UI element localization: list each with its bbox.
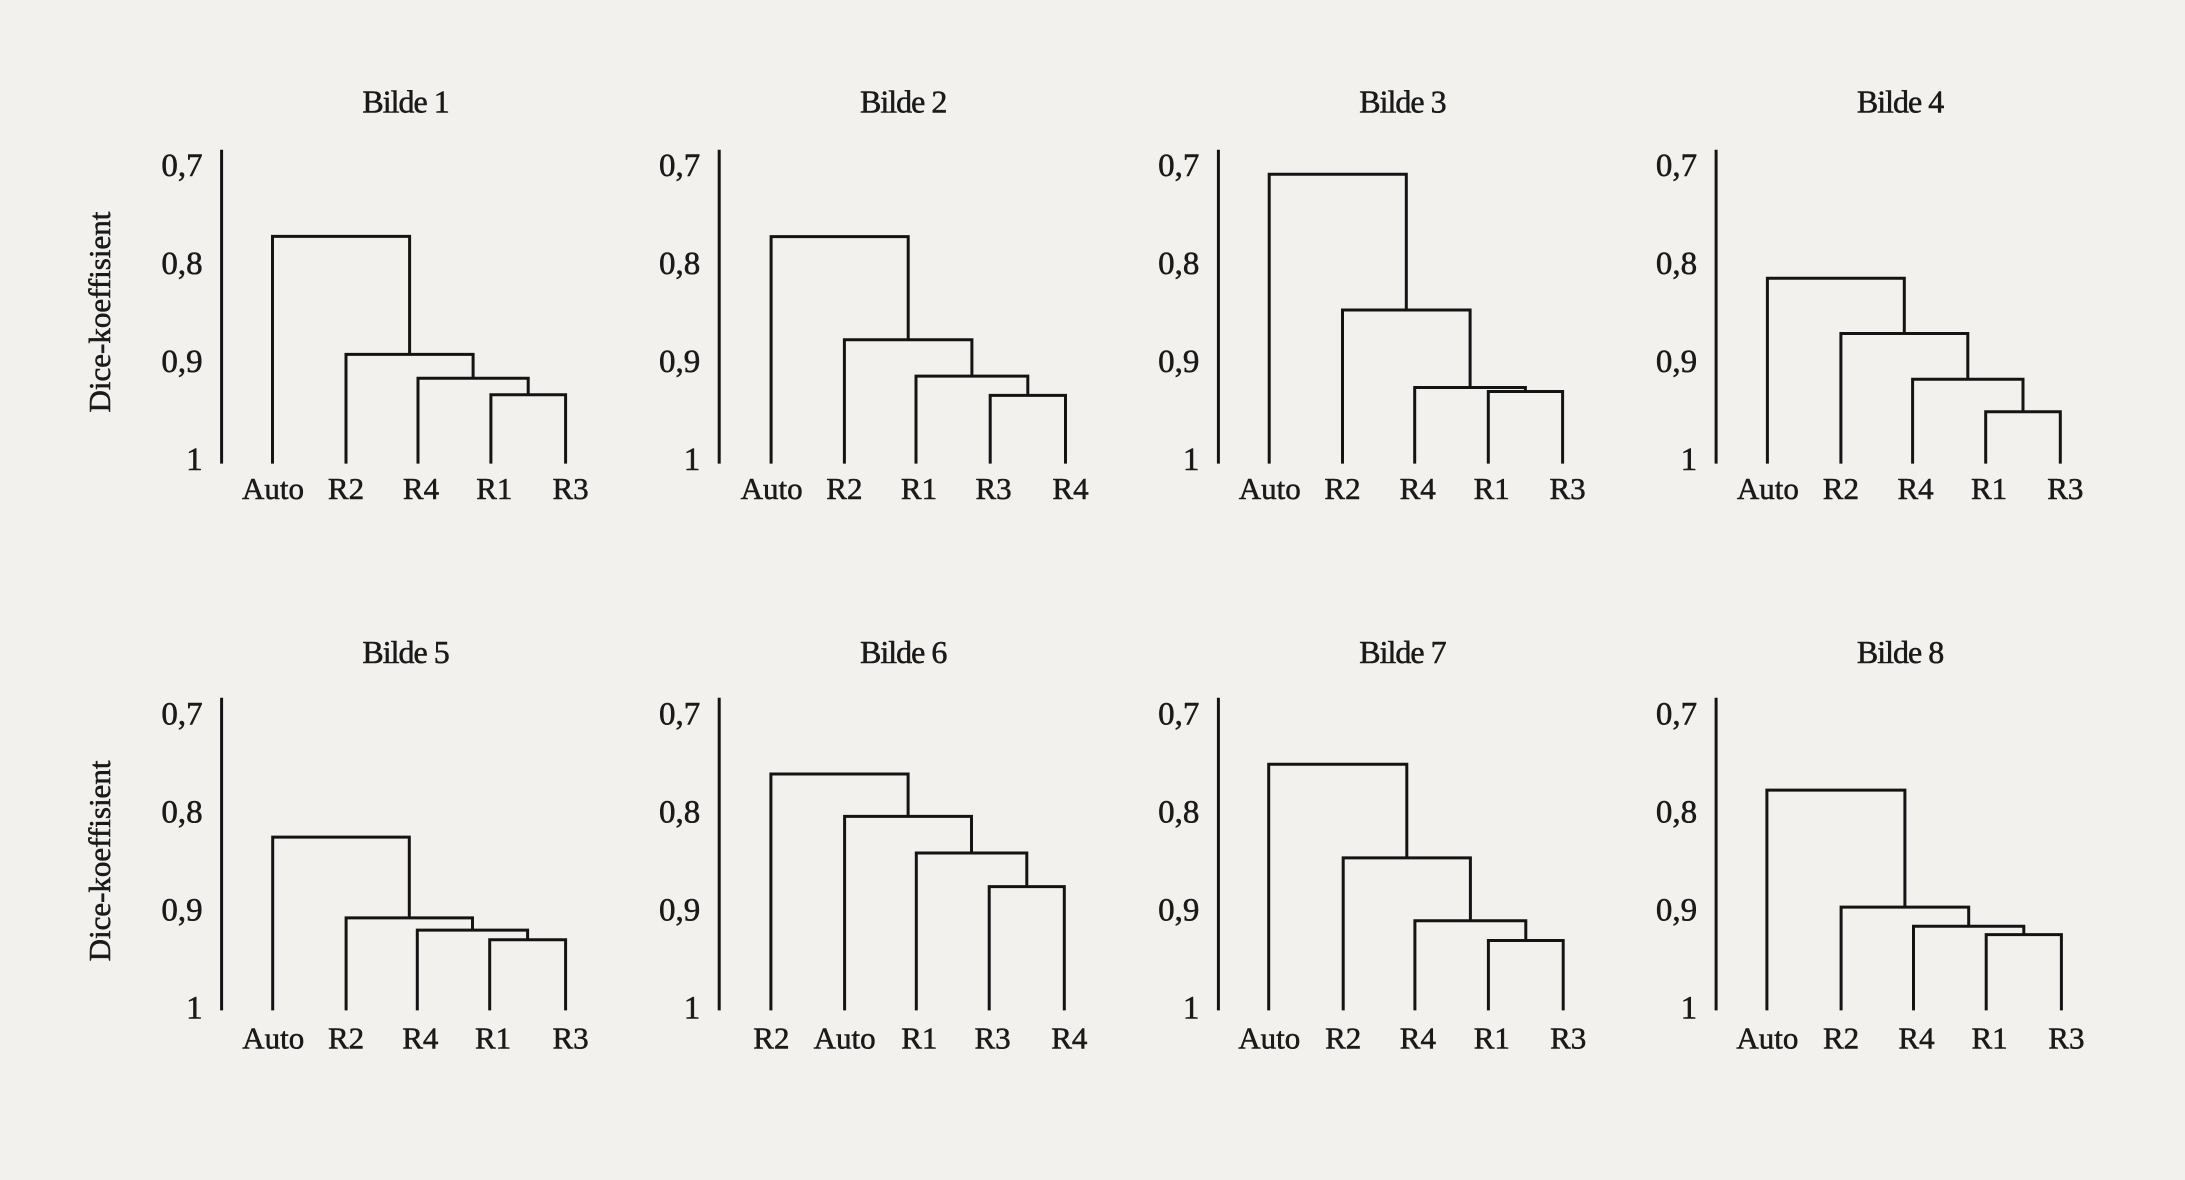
svg-text:0,7: 0,7 bbox=[1158, 148, 1199, 184]
svg-text:R3: R3 bbox=[1550, 471, 1586, 506]
svg-text:1: 1 bbox=[1681, 991, 1698, 1027]
svg-text:0,9: 0,9 bbox=[1158, 893, 1199, 929]
svg-text:Auto: Auto bbox=[814, 1021, 876, 1056]
svg-text:Auto: Auto bbox=[1238, 1021, 1300, 1056]
svg-text:R2: R2 bbox=[1823, 1021, 1859, 1056]
svg-text:0,8: 0,8 bbox=[1158, 795, 1199, 831]
svg-text:0,7: 0,7 bbox=[1158, 696, 1199, 732]
svg-text:1: 1 bbox=[186, 442, 203, 478]
svg-text:0,9: 0,9 bbox=[161, 893, 202, 929]
svg-text:0,7: 0,7 bbox=[1656, 148, 1697, 184]
svg-text:R1: R1 bbox=[901, 1021, 937, 1056]
svg-text:Dice-koeffisient: Dice-koeffisient bbox=[82, 211, 117, 412]
svg-text:Bilde 4: Bilde 4 bbox=[1857, 84, 1944, 120]
svg-text:R1: R1 bbox=[1971, 471, 2007, 506]
svg-text:0,7: 0,7 bbox=[659, 148, 700, 184]
svg-text:0,7: 0,7 bbox=[1656, 696, 1697, 732]
svg-text:0,8: 0,8 bbox=[659, 795, 700, 831]
svg-text:Auto: Auto bbox=[1737, 471, 1799, 506]
svg-text:1: 1 bbox=[1183, 991, 1200, 1027]
svg-text:R2: R2 bbox=[1324, 471, 1360, 506]
svg-text:R4: R4 bbox=[1400, 1021, 1437, 1056]
svg-text:0,7: 0,7 bbox=[161, 696, 202, 732]
svg-text:Bilde 1: Bilde 1 bbox=[362, 84, 448, 120]
svg-text:0,8: 0,8 bbox=[161, 246, 202, 282]
svg-text:Bilde 3: Bilde 3 bbox=[1359, 84, 1445, 120]
svg-text:R1: R1 bbox=[475, 1021, 511, 1056]
svg-text:Bilde 5: Bilde 5 bbox=[362, 634, 448, 670]
svg-text:Auto: Auto bbox=[242, 471, 304, 506]
svg-text:R1: R1 bbox=[1972, 1021, 2008, 1056]
svg-text:R1: R1 bbox=[1474, 471, 1510, 506]
svg-text:R2: R2 bbox=[1823, 471, 1859, 506]
svg-text:0,8: 0,8 bbox=[659, 246, 700, 282]
svg-text:R4: R4 bbox=[403, 471, 440, 506]
svg-text:Bilde 2: Bilde 2 bbox=[860, 84, 946, 120]
svg-text:R3: R3 bbox=[976, 471, 1012, 506]
svg-text:R4: R4 bbox=[1052, 471, 1089, 506]
svg-text:0,9: 0,9 bbox=[1656, 893, 1697, 929]
svg-text:R4: R4 bbox=[1898, 1021, 1935, 1056]
svg-text:0,9: 0,9 bbox=[659, 344, 700, 380]
svg-text:0,8: 0,8 bbox=[161, 795, 202, 831]
svg-text:0,8: 0,8 bbox=[1656, 246, 1697, 282]
svg-text:0,9: 0,9 bbox=[659, 893, 700, 929]
svg-text:1: 1 bbox=[684, 991, 701, 1027]
svg-text:R3: R3 bbox=[553, 1021, 589, 1056]
svg-text:R4: R4 bbox=[1400, 471, 1437, 506]
svg-text:1: 1 bbox=[186, 991, 203, 1027]
svg-text:Auto: Auto bbox=[1239, 471, 1301, 506]
svg-text:0,9: 0,9 bbox=[1656, 344, 1697, 380]
svg-text:Bilde 6: Bilde 6 bbox=[860, 634, 947, 670]
svg-text:R3: R3 bbox=[1550, 1021, 1586, 1056]
svg-text:R3: R3 bbox=[2047, 471, 2083, 506]
svg-text:R2: R2 bbox=[753, 1021, 789, 1056]
svg-text:R1: R1 bbox=[901, 471, 937, 506]
svg-text:Auto: Auto bbox=[741, 471, 803, 506]
svg-text:Auto: Auto bbox=[242, 1021, 304, 1056]
svg-text:1: 1 bbox=[1681, 442, 1698, 478]
svg-text:R3: R3 bbox=[975, 1021, 1011, 1056]
svg-text:1: 1 bbox=[684, 442, 701, 478]
svg-text:0,7: 0,7 bbox=[659, 696, 700, 732]
svg-text:R4: R4 bbox=[1051, 1021, 1088, 1056]
svg-text:R2: R2 bbox=[1325, 1021, 1361, 1056]
svg-text:Bilde 8: Bilde 8 bbox=[1857, 634, 1943, 670]
svg-text:0,9: 0,9 bbox=[1158, 344, 1199, 380]
svg-text:0,8: 0,8 bbox=[1158, 246, 1199, 282]
svg-text:R2: R2 bbox=[328, 471, 364, 506]
svg-text:R3: R3 bbox=[553, 471, 589, 506]
svg-text:Auto: Auto bbox=[1736, 1021, 1798, 1056]
svg-text:R4: R4 bbox=[402, 1021, 439, 1056]
svg-text:R4: R4 bbox=[1898, 471, 1935, 506]
svg-text:Bilde 7: Bilde 7 bbox=[1359, 634, 1446, 670]
svg-text:R2: R2 bbox=[826, 471, 862, 506]
svg-text:R2: R2 bbox=[328, 1021, 364, 1056]
svg-text:Dice-koeffisient: Dice-koeffisient bbox=[82, 760, 117, 961]
svg-text:R1: R1 bbox=[476, 471, 512, 506]
svg-text:0,7: 0,7 bbox=[161, 148, 202, 184]
svg-text:R3: R3 bbox=[2048, 1021, 2084, 1056]
svg-text:R1: R1 bbox=[1474, 1021, 1510, 1056]
svg-text:0,9: 0,9 bbox=[161, 344, 202, 380]
svg-text:1: 1 bbox=[1183, 442, 1200, 478]
svg-text:0,8: 0,8 bbox=[1656, 795, 1697, 831]
